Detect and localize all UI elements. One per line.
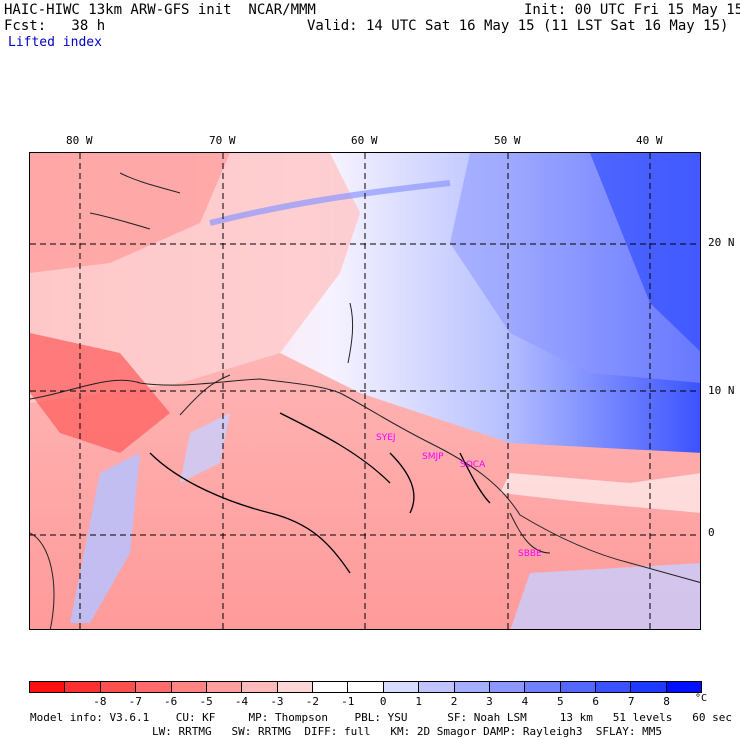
colorbar-swatch	[100, 682, 137, 692]
lon-label-40w: 40 W	[636, 134, 663, 147]
colorbar-swatch	[348, 682, 384, 692]
colorbar-swatch	[489, 682, 526, 692]
lifted-index-map: SYEJ SMJP SOCA SBBE	[29, 152, 701, 630]
colorbar-tick-label: -7	[128, 695, 142, 708]
colorbar-tick-label: 1	[415, 695, 422, 708]
andes-stable-band	[70, 453, 140, 623]
lon-label-50w: 50 W	[494, 134, 521, 147]
station-smjp: SMJP	[422, 452, 444, 462]
station-sbbe: SBBE	[518, 549, 542, 559]
colorbar-tick-label: -5	[199, 695, 213, 708]
colorbar-tick-label: 2	[450, 695, 458, 708]
header-valid: Valid: 14 UTC Sat 16 May 15 (11 LST Sat …	[307, 18, 729, 34]
colorbar-tick-label: 7	[627, 695, 635, 708]
station-soca: SOCA	[460, 460, 486, 470]
colorbar-swatch	[383, 682, 420, 692]
header-title: HAIC-HIWC 13km ARW-GFS init NCAR/MMM	[4, 2, 316, 18]
colorbar-swatch	[666, 682, 702, 692]
colorbar-swatch	[136, 682, 172, 692]
colorbar-swatch	[454, 682, 490, 692]
colorbar-swatch	[171, 682, 207, 692]
colorbar-tick-label: 3	[486, 695, 493, 708]
station-syej: SYEJ	[376, 433, 396, 443]
colorbar-swatch	[313, 682, 349, 692]
colorbar-swatch	[525, 682, 561, 692]
ne-brazil-stable	[510, 563, 700, 629]
colorbar-swatch	[419, 682, 455, 692]
field-name: Lifted index	[8, 35, 102, 50]
footer-model-info: Model info: V3.6.1 CU: KF MP: Thompson P…	[30, 711, 732, 724]
colorbar-tick-label: -6	[164, 695, 178, 708]
graticule	[30, 153, 700, 629]
lat-label-10n: 10 N	[708, 384, 735, 397]
colombia-unstable	[30, 333, 170, 453]
colorbar-tick-label: -1	[341, 695, 355, 708]
colorbar	[29, 681, 702, 693]
colorbar-tick-label: -4	[234, 695, 249, 708]
colorbar-swatch	[596, 682, 632, 692]
colorbar-unit: °C	[695, 693, 708, 704]
lon-label-80w: 80 W	[66, 134, 93, 147]
colorbar-swatch	[560, 682, 596, 692]
colorbar-swatch	[65, 682, 101, 692]
colorbar-tick-label: 4	[521, 695, 529, 708]
colorbar-swatch	[242, 682, 278, 692]
colorbar-tick-label: 6	[592, 695, 600, 708]
footer-physics: LW: RRTMG SW: RRTMG DIFF: full KM: 2D Sm…	[152, 725, 662, 738]
colorbar-tick-label: -3	[270, 695, 284, 708]
colorbar-tick-label: -8	[93, 695, 107, 708]
coastlines	[30, 172, 700, 629]
colorbar-tick-label: -2	[305, 695, 319, 708]
amazon-delta-band	[500, 473, 700, 513]
colorbar-tick-label: 5	[557, 695, 564, 708]
header-fcst: Fcst: 38 h	[4, 18, 106, 34]
atlantic-deep-blue	[590, 153, 700, 352]
borders	[149, 412, 491, 574]
stable-streak	[209, 180, 451, 226]
colorbar-tick-label: 0	[379, 695, 387, 708]
colorbar-swatch	[277, 682, 313, 692]
lat-label-20n: 20 N	[708, 236, 735, 249]
header-init: Init: 00 UTC Fri 15 May 15	[524, 2, 740, 18]
stable-patch	[180, 413, 230, 483]
lon-label-70w: 70 W	[209, 134, 236, 147]
colorbar-swatch	[631, 682, 667, 692]
colorbar-swatch	[206, 682, 243, 692]
lat-label-eq: 0	[708, 526, 715, 539]
south-america-region	[30, 353, 700, 629]
colorbar-swatch	[30, 682, 66, 692]
colorbar-tick-label: 8	[663, 695, 670, 708]
map-field	[30, 153, 700, 629]
lon-label-60w: 60 W	[351, 134, 378, 147]
